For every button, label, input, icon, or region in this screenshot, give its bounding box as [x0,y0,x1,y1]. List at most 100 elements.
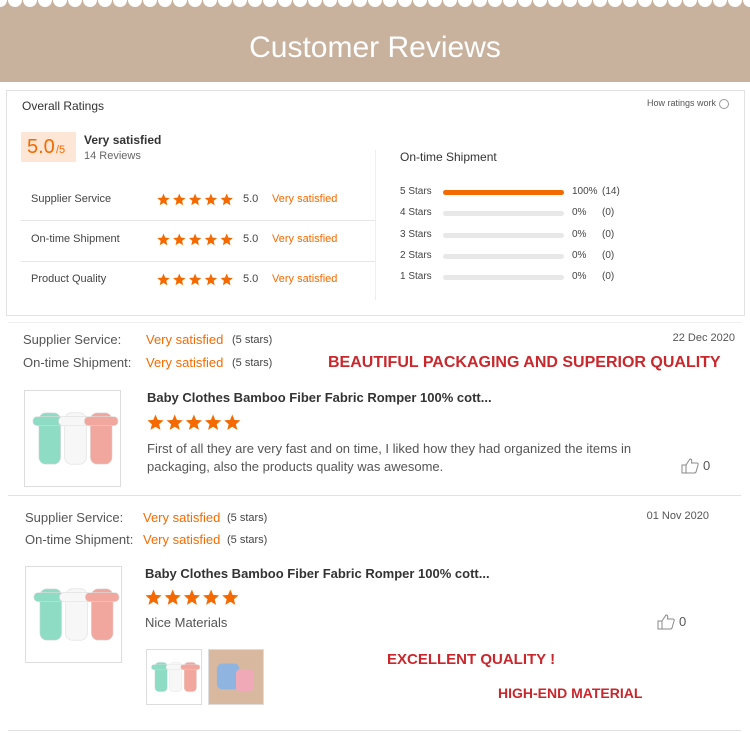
star [203,589,220,605]
star [224,414,241,430]
star [164,589,181,605]
romper-sleeves [180,664,201,670]
scallop [668,0,682,7]
scallop [338,0,352,7]
scallop [443,0,457,7]
scallop [683,0,697,7]
count: (0) [602,250,615,261]
product-image[interactable] [25,566,122,663]
like-count: 0 [679,614,687,629]
criterion-label: Supplier Service [31,193,112,205]
supplier-verdict: Very satisfied [146,332,224,347]
scallop [113,0,127,7]
percent: 0% [572,271,587,282]
top-separator [8,322,741,323]
star-level: 5 Stars [400,186,432,197]
scallop [203,0,217,7]
criterion-score: 5.0 [243,193,259,205]
scallop [23,0,37,7]
scallop [38,0,52,7]
like-button[interactable] [681,458,699,474]
photo-item [236,669,254,692]
romper [180,662,201,692]
review-photo[interactable] [146,649,202,705]
product-title[interactable]: Baby Clothes Bamboo Fiber Fabric Romper … [147,390,492,405]
scallop [128,0,142,7]
help-circle [719,99,729,109]
review-photo[interactable] [208,649,264,705]
panel-divider [375,150,376,300]
star [173,193,186,206]
star [166,414,183,430]
criterion-label: Product Quality [31,273,107,285]
star [220,193,233,206]
scallop [473,0,487,7]
bar-track [443,275,564,280]
bar-fill [443,190,564,195]
criterion-label: On-time Shipment [31,233,120,245]
scallop [368,0,382,7]
star-rating [157,273,233,286]
review-date: 22 Dec 2020 [672,332,735,344]
star [222,589,239,605]
romper [151,662,171,692]
scallop [0,0,7,7]
scallop [458,0,472,7]
romper [165,662,186,692]
star [183,589,200,605]
scallop [143,0,157,7]
review-comment: First of all they are very fast and on t… [147,441,632,474]
help-icon[interactable] [718,98,730,110]
star [188,233,202,246]
caption: EXCELLENT QUALITY ! [387,651,556,668]
help-link[interactable]: How ratings work [647,98,717,108]
romper [59,588,94,641]
star-rating [147,414,241,430]
scallop [488,0,502,7]
shipment-verdict: Very satisfied [146,355,224,370]
scallop [413,0,427,7]
scallop [233,0,247,7]
supplier-stars: (5 stars) [227,512,268,524]
scallop [428,0,442,7]
star-level: 3 Stars [400,229,432,240]
scallop [278,0,292,7]
scallop [323,0,337,7]
like-count: 0 [703,458,711,473]
overall-verdict: Very satisfied [84,133,162,147]
scallop [518,0,532,7]
bar-track [443,211,564,216]
romper [58,412,93,465]
product-title[interactable]: Baby Clothes Bamboo Fiber Fabric Romper … [145,566,490,581]
star [173,273,186,286]
romper-sleeves [85,592,120,602]
shipment-label: On-time Shipment: [25,532,134,547]
scallop [698,0,712,7]
criterion-score: 5.0 [243,273,259,285]
scallop [263,0,277,7]
scallop [578,0,592,7]
percent: 0% [572,207,587,218]
star [173,233,186,246]
review-count: 14 Reviews [84,150,141,162]
product-image[interactable] [24,390,121,487]
star-rating [145,589,239,605]
scallop [248,0,262,7]
overall-heading: Overall Ratings [22,99,105,113]
star-rating [157,233,233,246]
like-button[interactable] [657,614,675,630]
scallop [173,0,187,7]
star [204,273,218,286]
scallop [188,0,202,7]
score-box [21,132,76,162]
supplier-label: Supplier Service: [23,332,122,347]
percent: 0% [572,250,587,261]
scallop-edge [0,0,750,7]
breakdown-title: On-time Shipment [400,150,497,164]
scallop [383,0,397,7]
scallop [98,0,112,7]
star [145,589,162,605]
star-level: 2 Stars [400,250,432,261]
star-rating [157,193,233,206]
percent: 100% [572,186,598,197]
